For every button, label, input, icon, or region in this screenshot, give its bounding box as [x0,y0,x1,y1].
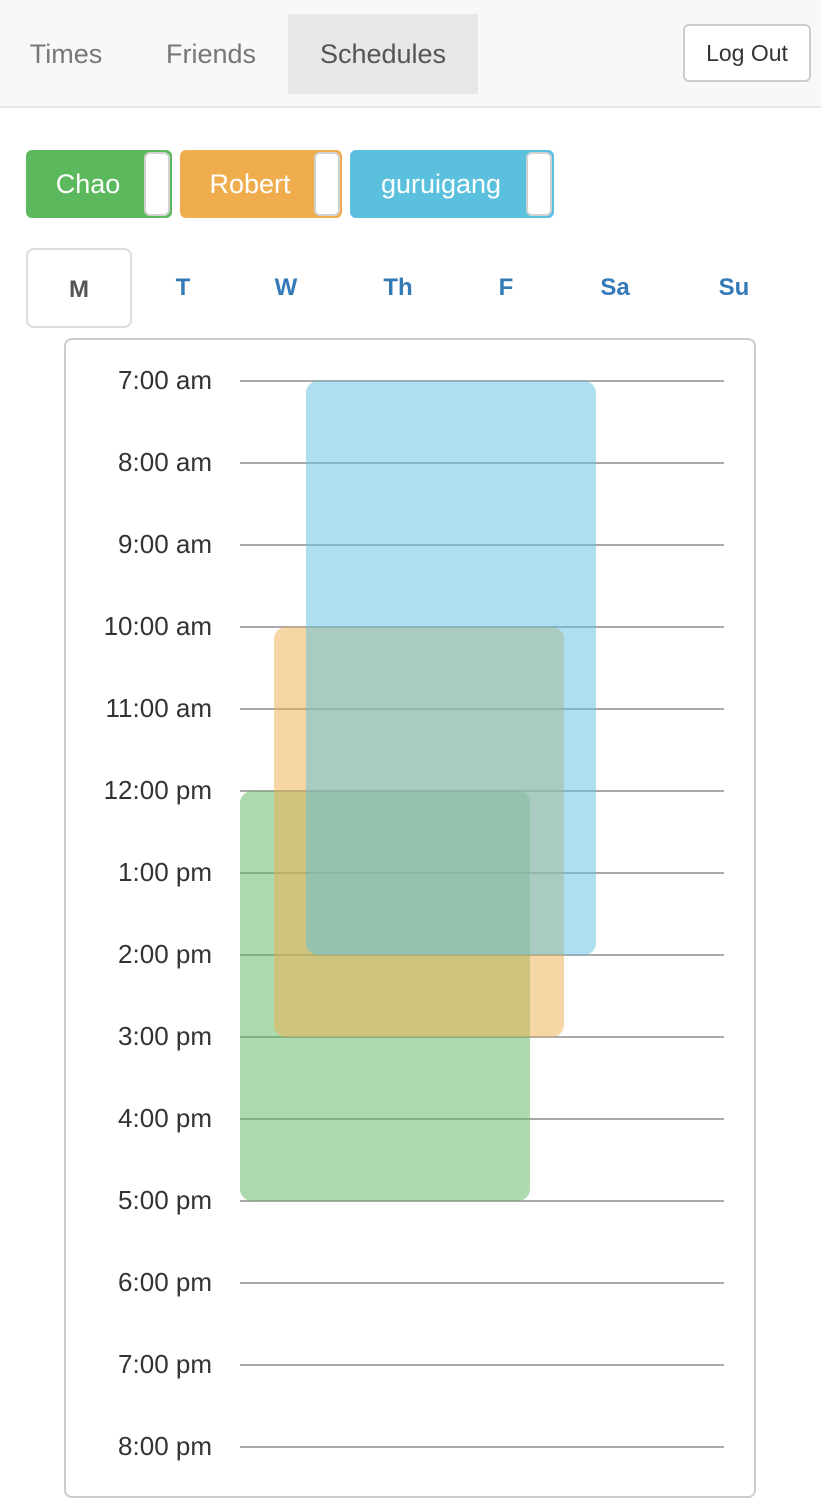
friend-toggle-label: guruigang [380,169,502,199]
hour-label: 3:00 pm [118,1021,212,1051]
toggle-knob[interactable] [144,152,170,216]
hour-label: 9:00 am [118,529,212,559]
hour-label: 11:00 am [105,693,212,723]
friend-toggle-label: Robert [209,169,291,199]
day-tab-sunday[interactable]: Su [718,274,750,301]
hour-label: 4:00 pm [118,1103,212,1133]
hour-label: 5:00 pm [118,1185,212,1215]
schedule-block-guruigang[interactable] [306,381,596,955]
hour-gridline [240,1200,724,1202]
friend-toggle-robert[interactable]: Robert [180,150,342,218]
hour-label: 1:00 pm [118,857,212,887]
friend-toggle-guruigang[interactable]: guruigang [350,150,554,218]
navbar: Times Friends Schedules Log Out [0,0,821,108]
hour-label: 6:00 pm [118,1267,212,1297]
day-tab-tuesday[interactable]: T [175,274,191,301]
hour-gridline [240,1364,724,1366]
hour-gridline [240,1446,724,1448]
tab-friends[interactable]: Friends [165,39,257,69]
day-tab-saturday[interactable]: Sa [600,274,630,301]
friend-toggle-label: Chao [55,169,121,199]
hour-label: 7:00 am [118,365,212,395]
toggle-knob[interactable] [526,152,552,216]
toggle-knob[interactable] [314,152,340,216]
hour-label: 12:00 pm [103,775,212,805]
hour-label: 7:00 pm [118,1349,212,1379]
tab-schedules[interactable]: Schedules [288,14,478,94]
hour-label: 8:00 pm [118,1431,212,1461]
hour-label: 2:00 pm [118,939,212,969]
hour-label: 10:00 am [103,611,212,641]
hour-gridline [240,1282,724,1284]
friend-toggle-chao[interactable]: Chao [26,150,172,218]
day-tab-monday[interactable]: M [26,248,132,328]
day-tab-friday[interactable]: F [498,274,514,301]
logout-button[interactable]: Log Out [683,24,811,82]
hour-label: 8:00 am [118,447,212,477]
tab-times[interactable]: Times [29,39,103,69]
day-tab-wednesday[interactable]: W [274,274,298,301]
day-tab-thursday[interactable]: Th [383,274,413,301]
